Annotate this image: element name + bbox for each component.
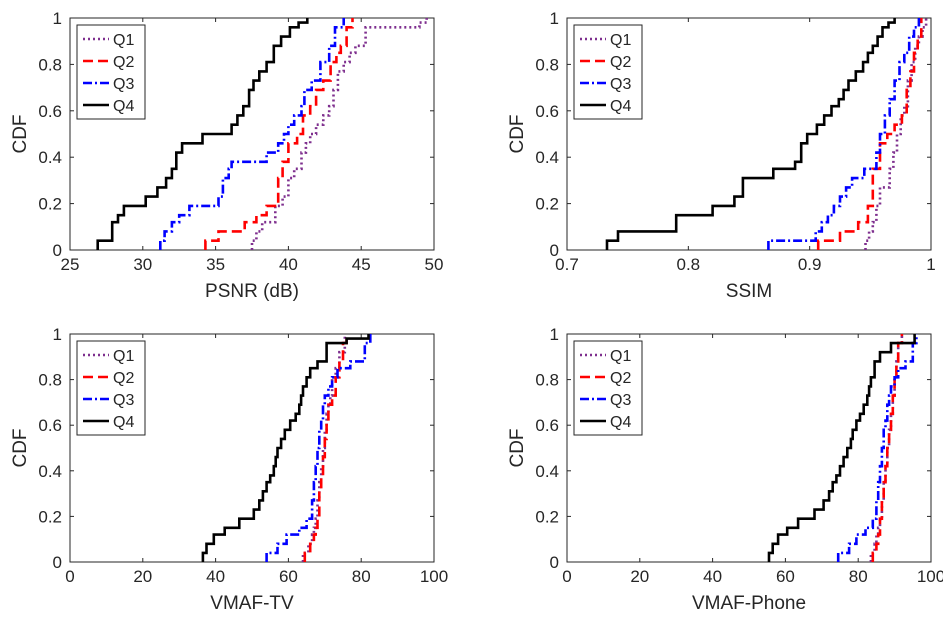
- series-line-q3: [836, 334, 918, 562]
- x-tick-label: 20: [630, 567, 649, 586]
- y-tick-label: 0.4: [535, 148, 559, 167]
- axes-box: [69, 333, 435, 563]
- x-tick-label: 100: [917, 567, 943, 586]
- series-line-q2: [871, 334, 904, 562]
- series-line-q4: [605, 18, 896, 250]
- legend-label-q1: Q1: [610, 348, 631, 365]
- y-tick-label: 0.6: [38, 416, 62, 435]
- chart-panel-2: 0.7 0.8 0.9 1 0 0.2 0.4 0.6 0.8 1 SSIM CDF Q1 Q2 Q3 Q4: [507, 9, 936, 302]
- y-tick-label: 1: [550, 325, 559, 344]
- y-tick-label: 0.2: [38, 507, 62, 526]
- legend-label-q2: Q2: [610, 370, 631, 387]
- series-line-q3: [767, 18, 921, 250]
- y-tick-label: 0: [53, 241, 62, 260]
- legend-label-q2: Q2: [113, 54, 134, 71]
- x-tick-label: 25: [61, 255, 80, 274]
- y-tick-label: 0.6: [535, 102, 559, 121]
- y-tick-label: 0.8: [535, 371, 559, 390]
- y-tick-label: 0: [53, 553, 62, 572]
- series-line-q4: [767, 334, 916, 562]
- legend-label-q1: Q1: [610, 32, 631, 49]
- legend: Q1 Q2 Q3 Q4: [573, 340, 643, 436]
- axes-box: [566, 17, 932, 251]
- y-tick-label: 0.2: [535, 507, 559, 526]
- x-tick-label: 60: [776, 567, 795, 586]
- series-line-q2: [204, 18, 354, 250]
- series-line-q3: [159, 18, 345, 250]
- legend: Q1 Q2 Q3 Q4: [573, 24, 643, 120]
- x-tick-label: 35: [206, 255, 225, 274]
- chart-panel-4: 0 20 40 60 80 100 0 0.2 0.4 0.6 0.8 1 VMAF-Phone CDF Q…: [507, 325, 943, 614]
- y-tick-label: 1: [53, 325, 62, 344]
- legend-label-q1: Q1: [113, 32, 134, 49]
- axes-box: [566, 333, 932, 563]
- x-tick-label: 40: [279, 255, 298, 274]
- y-tick-label: 0.8: [38, 371, 62, 390]
- y-axis-label: CDF: [507, 428, 528, 467]
- series-line-q3: [265, 334, 372, 562]
- series-line-q4: [96, 18, 309, 250]
- legend-box: [76, 340, 146, 436]
- x-tick-label: 30: [133, 255, 152, 274]
- y-tick-label: 0.4: [38, 148, 62, 167]
- legend-label-q3: Q3: [113, 76, 134, 93]
- x-tick-label: 20: [133, 567, 152, 586]
- series-line-q4: [201, 334, 370, 562]
- y-tick-label: 0.4: [38, 462, 62, 481]
- x-tick-label: 60: [279, 567, 298, 586]
- y-tick-label: 0.6: [38, 102, 62, 121]
- y-tick-label: 1: [550, 9, 559, 28]
- x-axis-label: VMAF-Phone: [692, 593, 806, 614]
- x-tick-label: 0: [65, 567, 74, 586]
- legend-box: [573, 340, 643, 436]
- chart-panel-1: 25 30 35 40 45 50 0 0.2 0.4 0.6 0.8 1 PSNR (dB) CDF Q1…: [10, 9, 443, 302]
- y-tick-label: 0.8: [535, 55, 559, 74]
- x-tick-label: 40: [703, 567, 722, 586]
- y-tick-label: 0.4: [535, 462, 559, 481]
- legend-label-q1: Q1: [113, 348, 134, 365]
- y-axis-label: CDF: [10, 428, 31, 467]
- y-tick-label: 0.6: [535, 416, 559, 435]
- x-tick-label: 0.8: [677, 255, 701, 274]
- legend-label-q3: Q3: [610, 392, 631, 409]
- series-line-q1: [250, 18, 428, 250]
- legend-label-q3: Q3: [610, 76, 631, 93]
- legend-box: [76, 24, 146, 120]
- legend-label-q4: Q4: [113, 98, 134, 115]
- legend-label-q4: Q4: [610, 98, 631, 115]
- legend-label-q4: Q4: [113, 414, 134, 431]
- x-axis-label: SSIM: [726, 281, 772, 302]
- legend-label-q3: Q3: [113, 392, 134, 409]
- y-tick-label: 0: [550, 553, 559, 572]
- x-tick-label: 80: [849, 567, 868, 586]
- legend-label-q4: Q4: [610, 414, 631, 431]
- chart-panel-3: 0 20 40 60 80 100 0 0.2 0.4 0.6 0.8 1 VMAF-TV CDF Q1 Q2…: [10, 325, 448, 614]
- legend-label-q2: Q2: [610, 54, 631, 71]
- legend-label-q2: Q2: [113, 370, 134, 387]
- x-tick-label: 0.7: [555, 255, 579, 274]
- x-tick-label: 40: [206, 567, 225, 586]
- y-tick-label: 0.2: [535, 195, 559, 214]
- y-axis-label: CDF: [507, 114, 528, 153]
- legend: Q1 Q2 Q3 Q4: [76, 340, 146, 436]
- legend-box: [573, 24, 643, 120]
- x-tick-label: 100: [420, 567, 448, 586]
- legend: Q1 Q2 Q3 Q4: [76, 24, 146, 120]
- x-tick-label: 0.9: [798, 255, 822, 274]
- x-tick-label: 50: [425, 255, 444, 274]
- series-line-q2: [816, 18, 923, 250]
- x-tick-label: 80: [352, 567, 371, 586]
- x-tick-label: 1: [926, 255, 935, 274]
- y-axis-label: CDF: [10, 114, 31, 153]
- y-tick-label: 0.2: [38, 195, 62, 214]
- x-tick-label: 0: [562, 567, 571, 586]
- series-line-q1: [864, 18, 928, 250]
- x-axis-label: PSNR (dB): [205, 281, 299, 302]
- x-axis-label: VMAF-TV: [210, 593, 294, 614]
- y-tick-label: 0: [550, 241, 559, 260]
- y-tick-label: 1: [53, 9, 62, 28]
- x-tick-label: 45: [352, 255, 371, 274]
- y-tick-label: 0.8: [38, 55, 62, 74]
